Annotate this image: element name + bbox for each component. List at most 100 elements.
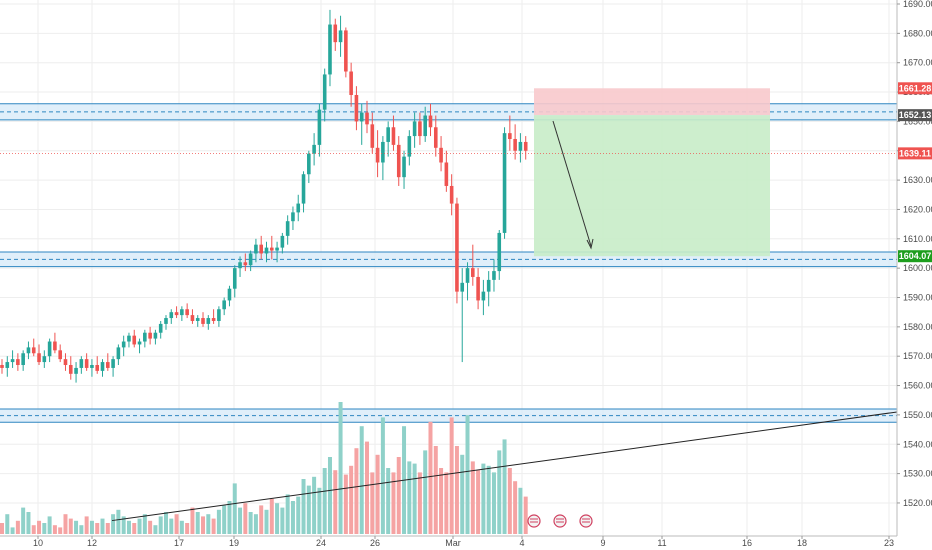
take-profit-area[interactable] bbox=[534, 115, 770, 257]
volume-bar bbox=[365, 441, 370, 534]
volume-bar bbox=[37, 520, 42, 534]
volume-bar bbox=[264, 509, 269, 534]
price-tick-label: 1520.00 bbox=[903, 498, 932, 508]
price-tick-label: 1570.00 bbox=[903, 351, 932, 361]
candle-body bbox=[248, 253, 253, 266]
candle-body bbox=[481, 291, 486, 301]
volume-bar bbox=[322, 468, 327, 534]
candle-body bbox=[58, 350, 62, 360]
time-tick-label: 9 bbox=[600, 538, 605, 548]
event-flag-icon[interactable] bbox=[579, 514, 593, 528]
candle-body bbox=[280, 235, 285, 248]
candle-body bbox=[53, 341, 57, 351]
candle-body bbox=[486, 279, 491, 292]
stop-loss-area[interactable] bbox=[534, 88, 770, 116]
short-position-tool[interactable] bbox=[534, 88, 770, 257]
candle-body bbox=[396, 144, 401, 178]
volume-bar bbox=[290, 501, 295, 534]
candle-body bbox=[317, 109, 322, 145]
volume-bar bbox=[174, 514, 179, 534]
candle-body bbox=[349, 71, 353, 95]
volume-bar bbox=[232, 483, 237, 534]
candle-body bbox=[211, 318, 216, 321]
candle-body bbox=[0, 365, 4, 368]
price-badge-label: 1639.11 bbox=[899, 148, 931, 158]
candle-body bbox=[444, 162, 449, 186]
candle-body bbox=[106, 362, 110, 368]
candlesticks bbox=[0, 9, 528, 383]
candle-body bbox=[16, 359, 20, 366]
candle-body bbox=[63, 359, 68, 366]
volume-bar bbox=[89, 520, 94, 534]
candle-body bbox=[523, 141, 528, 151]
time-tick-label: 26 bbox=[370, 538, 380, 548]
time-axis[interactable]: 10 12 17 19 24 26 Mar 4 9 11 16 18 23 bbox=[33, 536, 894, 548]
volume-bar bbox=[523, 496, 528, 534]
candle-body bbox=[243, 262, 248, 266]
candle-body bbox=[238, 262, 242, 269]
price-tick-label: 1530.00 bbox=[903, 469, 932, 479]
candle-body bbox=[90, 365, 94, 368]
volume-bar bbox=[227, 501, 232, 534]
volume-bar bbox=[105, 523, 110, 534]
candle-body bbox=[402, 156, 406, 178]
candle-body bbox=[497, 232, 502, 272]
volume-bar bbox=[58, 527, 63, 534]
candle-body bbox=[227, 288, 232, 301]
price-badge bbox=[898, 109, 932, 122]
price-tick-label: 1590.00 bbox=[903, 293, 932, 303]
volume-bar bbox=[0, 523, 4, 534]
volume-bar bbox=[407, 461, 412, 534]
volume-bar bbox=[259, 505, 264, 534]
event-flag-icon[interactable] bbox=[527, 514, 541, 528]
volume-bar bbox=[63, 514, 68, 534]
candle-body bbox=[259, 244, 264, 254]
volume-bar bbox=[121, 516, 126, 534]
volume-bar bbox=[206, 514, 211, 534]
volume-bar bbox=[476, 470, 481, 534]
price-tick-label: 1690.00 bbox=[903, 0, 932, 9]
candle-body bbox=[217, 309, 221, 321]
event-flag-icon[interactable] bbox=[553, 514, 567, 528]
volume-bar bbox=[349, 465, 354, 534]
volume-bar bbox=[306, 485, 311, 534]
volume-bar bbox=[243, 503, 248, 534]
candle-body bbox=[148, 332, 152, 339]
candle-body bbox=[5, 362, 10, 368]
candle-body bbox=[232, 268, 237, 289]
volume-bar bbox=[481, 463, 486, 534]
projection-arrow[interactable] bbox=[552, 120, 592, 247]
candle-body bbox=[354, 94, 359, 122]
candle-body bbox=[37, 353, 41, 363]
candle-body bbox=[190, 315, 195, 321]
volume-bar bbox=[380, 417, 385, 534]
candle-body bbox=[143, 332, 147, 342]
candle-body bbox=[100, 362, 105, 371]
volume-bar bbox=[327, 457, 332, 534]
volume-bar bbox=[52, 525, 57, 534]
volume-bar bbox=[248, 512, 253, 534]
price-tick-label: 1560.00 bbox=[903, 381, 932, 391]
candle-body bbox=[508, 133, 512, 140]
volume-bar bbox=[491, 472, 496, 534]
candle-body bbox=[386, 127, 390, 142]
candle-body bbox=[322, 74, 327, 110]
candle-body bbox=[423, 115, 427, 137]
candle-body bbox=[21, 353, 25, 366]
trend-line[interactable] bbox=[111, 411, 898, 522]
volume-bar bbox=[111, 514, 116, 534]
price-tick-label: 1670.00 bbox=[903, 58, 932, 68]
volume-bar bbox=[423, 450, 428, 534]
candle-body bbox=[26, 347, 31, 354]
candle-body bbox=[158, 323, 163, 333]
drawings[interactable] bbox=[0, 120, 898, 522]
economic-events[interactable] bbox=[527, 514, 593, 528]
volume-bar bbox=[190, 507, 195, 534]
volume-bar bbox=[5, 514, 10, 534]
time-tick-label: 16 bbox=[742, 538, 752, 548]
time-tick-label: 4 bbox=[519, 538, 524, 548]
candle-body bbox=[47, 341, 52, 357]
candle-body bbox=[132, 335, 137, 345]
price-tick-label: 1580.00 bbox=[903, 322, 932, 332]
